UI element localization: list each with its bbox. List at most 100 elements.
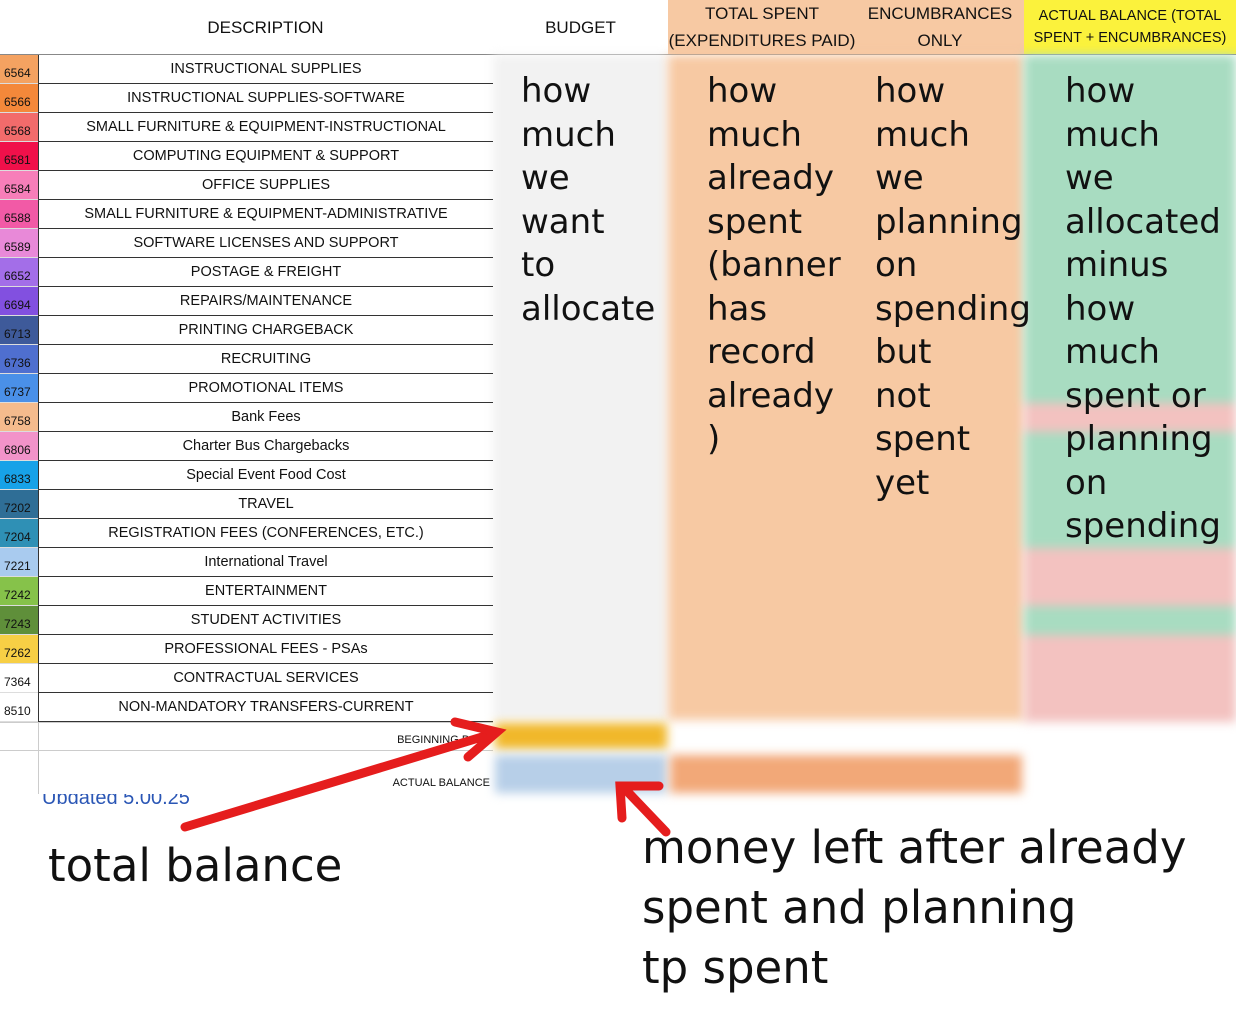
balance-cell <box>1024 55 1236 84</box>
balance-word: planning <box>1065 419 1213 459</box>
encumbrances-word: spent <box>875 419 971 459</box>
row-code[interactable]: 7262 <box>0 635 38 664</box>
balance-column <box>1024 55 1236 722</box>
balance-word: minus <box>1065 245 1169 285</box>
spent-annotation: how much already spent (banner has record alrea… <box>707 70 841 462</box>
row-code[interactable]: 7242 <box>0 577 38 606</box>
row-code[interactable]: 6833 <box>0 461 38 490</box>
encumbrances-word: we <box>875 158 924 198</box>
row-code[interactable]: 6736 <box>0 345 38 374</box>
row-description[interactable]: STUDENT ACTIVITIES <box>38 606 493 635</box>
balance-word: how <box>1065 71 1136 111</box>
row-description[interactable]: TRAVEL <box>38 490 493 519</box>
encumbrances-header-line1: ENCUMBRANCES <box>867 4 1013 23</box>
row-description[interactable]: RECRUITING <box>38 345 493 374</box>
footer-line-1 <box>0 722 493 723</box>
row-description[interactable]: REPAIRS/MAINTENANCE <box>38 287 493 316</box>
row-code[interactable]: 6568 <box>0 113 38 142</box>
balance-cell <box>1024 345 1236 374</box>
balance-cell <box>1024 403 1236 432</box>
row-description[interactable]: SMALL FURNITURE & EQUIPMENT-ADMINISTRATI… <box>38 200 493 229</box>
arrow-to-actual-balance <box>619 783 671 837</box>
spent-word: ) <box>707 419 721 459</box>
spent-word: how <box>707 71 778 111</box>
actual-balance-header[interactable]: ACTUAL BALANCE (TOTAL SPENT + ENCUMBRANC… <box>1024 0 1236 54</box>
row-description[interactable]: OFFICE SUPPLIES <box>38 171 493 200</box>
row-description[interactable]: POSTAGE & FREIGHT <box>38 258 493 287</box>
row-code[interactable]: 6806 <box>0 432 38 461</box>
encumbrances-word: on <box>875 245 918 285</box>
balance-cell <box>1024 287 1236 316</box>
row-code[interactable]: 6581 <box>0 142 38 171</box>
row-description[interactable]: CONTRACTUAL SERVICES <box>38 664 493 693</box>
row-code[interactable]: 7204 <box>0 519 38 548</box>
budget-word: to <box>521 245 556 285</box>
row-code[interactable]: 6589 <box>0 229 38 258</box>
arrow-head-actual-balance <box>615 781 664 823</box>
arrow-to-beginning-balance <box>180 728 500 832</box>
row-description[interactable]: ENTERTAINMENT <box>38 577 493 606</box>
row-description[interactable]: International Travel <box>38 548 493 577</box>
row-description[interactable]: Special Event Food Cost <box>38 461 493 490</box>
row-code[interactable]: 7221 <box>0 548 38 577</box>
encumbrances-annotation: how much we planning on spending but not spent ye… <box>875 70 1031 505</box>
balance-word: on <box>1065 462 1108 503</box>
balance-word: much <box>1065 114 1160 155</box>
encumbrances-word: not <box>875 375 931 416</box>
row-code[interactable]: 6758 <box>0 403 38 432</box>
balance-word: how <box>1065 288 1136 329</box>
row-code[interactable]: 6713 <box>0 316 38 345</box>
row-description[interactable]: PROFESSIONAL FEES - PSAs <box>38 635 493 664</box>
row-code[interactable]: 7243 <box>0 606 38 635</box>
row-description[interactable]: Charter Bus Chargebacks <box>38 432 493 461</box>
row-description[interactable]: SMALL FURNITURE & EQUIPMENT-INSTRUCTIONA… <box>38 113 493 142</box>
balance-word: we <box>1065 158 1114 198</box>
spent-word: spent <box>707 201 803 242</box>
spent-encumbrance-columns <box>668 55 1024 720</box>
balance-cell <box>1024 113 1236 142</box>
spent-word: record <box>707 332 816 372</box>
arrow-head-beginning-balance <box>450 717 507 762</box>
row-description[interactable]: PROMOTIONAL ITEMS <box>38 374 493 403</box>
balance-cell <box>1024 461 1236 490</box>
row-description[interactable]: PRINTING CHARGEBACK <box>38 316 493 345</box>
balance-cell <box>1024 316 1236 345</box>
budget-word: how <box>521 71 592 111</box>
budget-annotation: how much we want to allocate <box>521 70 655 331</box>
balance-cell <box>1024 577 1236 606</box>
row-description[interactable]: INSTRUCTIONAL SUPPLIES <box>38 55 493 84</box>
encumbrances-word: how <box>875 71 946 111</box>
total-spent-header[interactable]: TOTAL SPENT (EXPENDITURES PAID) <box>668 0 856 54</box>
row-code[interactable]: 6584 <box>0 171 38 200</box>
encumbrances-header-line2: ONLY <box>917 31 963 50</box>
encumbrances-header[interactable]: ENCUMBRANCES ONLY <box>856 0 1024 54</box>
row-code[interactable]: 6694 <box>0 287 38 316</box>
spent-word: already <box>707 158 834 198</box>
encumbrances-word: spending <box>875 288 1031 329</box>
row-code[interactable]: 6737 <box>0 374 38 403</box>
encumbrances-word: but <box>875 332 932 372</box>
actual-balance-header-line2: SPENT + ENCUMBRANCES) <box>1033 30 1227 46</box>
row-description[interactable]: NON-MANDATORY TRANSFERS-CURRENT <box>38 693 493 722</box>
row-code[interactable]: 7364 <box>0 664 38 693</box>
row-description[interactable]: SOFTWARE LICENSES AND SUPPORT <box>38 229 493 258</box>
budget-word: we <box>521 158 570 198</box>
budget-header[interactable]: BUDGET <box>545 17 616 37</box>
row-code[interactable]: 7202 <box>0 490 38 519</box>
row-code[interactable]: 6566 <box>0 84 38 113</box>
balance-word: spending <box>1065 506 1221 546</box>
balance-cell <box>1024 664 1236 693</box>
row-description[interactable]: COMPUTING EQUIPMENT & SUPPORT <box>38 142 493 171</box>
description-header[interactable]: DESCRIPTION <box>207 17 324 37</box>
row-code[interactable]: 6564 <box>0 55 38 84</box>
row-description[interactable]: REGISTRATION FEES (CONFERENCES, ETC.) <box>38 519 493 548</box>
actual-balance-spent-value <box>670 755 1022 793</box>
row-code[interactable]: 6588 <box>0 200 38 229</box>
row-description[interactable]: Bank Fees <box>38 403 493 432</box>
row-description[interactable]: INSTRUCTIONAL SUPPLIES-SOFTWARE <box>38 84 493 113</box>
row-code[interactable]: 8510 <box>0 693 38 722</box>
budget-word: much <box>521 114 616 155</box>
row-code[interactable]: 6652 <box>0 258 38 287</box>
footer-line-2 <box>0 750 493 751</box>
spent-word: (banner <box>707 245 841 285</box>
